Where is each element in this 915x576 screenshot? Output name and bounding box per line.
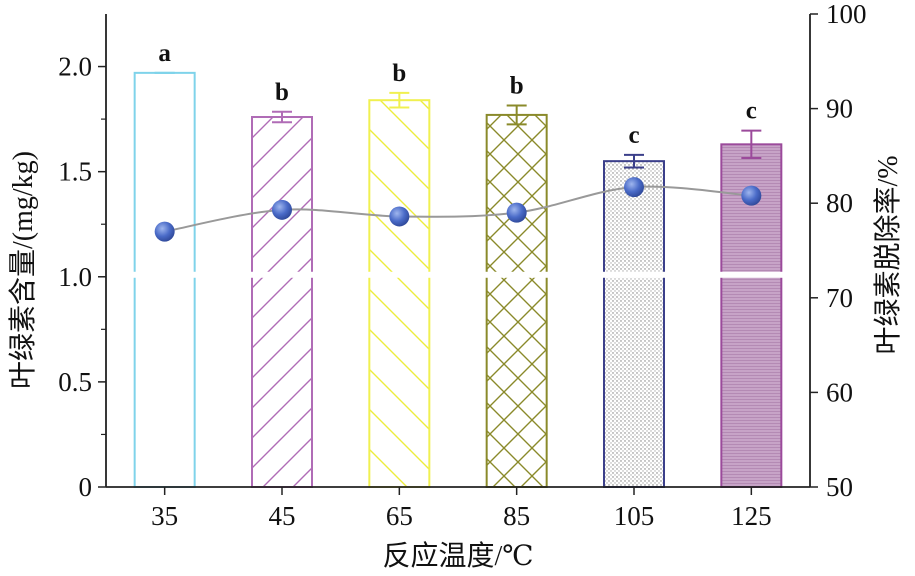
significance-label-45: b xyxy=(275,79,289,106)
x-tick-label-105: 105 xyxy=(614,501,655,531)
x-tick-label-65: 65 xyxy=(386,501,413,531)
removal-rate-line-layer xyxy=(154,177,762,242)
removal-rate-line xyxy=(164,185,752,233)
significance-label-35: a xyxy=(158,40,171,67)
removal-rate-point-45 xyxy=(272,199,292,220)
axis-break-layer xyxy=(107,271,809,278)
y-right-tick-label-70: 70 xyxy=(826,283,853,313)
bar-65 xyxy=(368,99,431,489)
significance-label-65: b xyxy=(392,60,406,87)
y-right-axis-title: 叶绿素脱除率/% xyxy=(872,155,904,354)
significance-label-125: c xyxy=(746,98,757,125)
y-left-axis-title: 叶绿素含量/(mg/kg) xyxy=(7,151,39,389)
error-bars-layer xyxy=(154,71,762,169)
y-right-tick-label-60: 60 xyxy=(826,377,853,407)
bar-35 xyxy=(133,71,196,489)
significance-label-105: c xyxy=(628,122,639,149)
bar-45 xyxy=(251,116,313,489)
removal-rate-point-105 xyxy=(624,177,644,198)
axis-break-gap xyxy=(107,271,809,278)
y-left-tick-label-1.5: 1.5 xyxy=(58,157,92,187)
significance-labels-layer: a b b b c c xyxy=(158,40,756,149)
y-right-tick-label-90: 90 xyxy=(826,94,853,124)
y-right-tick-label-80: 80 xyxy=(826,188,853,218)
x-tick-label-125: 125 xyxy=(731,501,772,531)
y-left-tick-label-0: 0 xyxy=(79,472,93,502)
axes-layer: 35 45 65 85 105 125 0 0.5 1.0 1.5 2.0 50 60 70 80 90 100 xyxy=(58,0,866,531)
significance-label-85: b xyxy=(510,72,524,99)
removal-rate-point-35 xyxy=(154,221,175,242)
removal-rate-point-65 xyxy=(389,206,410,227)
removal-rate-point-125 xyxy=(741,185,762,206)
y-left-tick-label-2.0: 2.0 xyxy=(58,52,92,82)
y-left-tick-label-0.5: 0.5 xyxy=(58,367,92,397)
bars-layer xyxy=(133,71,783,489)
x-axis-title: 反应温度/℃ xyxy=(382,540,533,571)
x-tick-label-45: 45 xyxy=(269,501,296,531)
bar-105 xyxy=(603,160,665,488)
y-right-tick-label-100: 100 xyxy=(826,0,867,29)
bar-85 xyxy=(485,113,548,488)
removal-rate-point-85 xyxy=(506,202,527,223)
x-tick-label-35: 35 xyxy=(151,501,178,531)
y-right-tick-label-50: 50 xyxy=(826,472,853,502)
y-left-tick-label-1.0: 1.0 xyxy=(58,262,92,292)
x-tick-label-85: 85 xyxy=(503,501,530,531)
